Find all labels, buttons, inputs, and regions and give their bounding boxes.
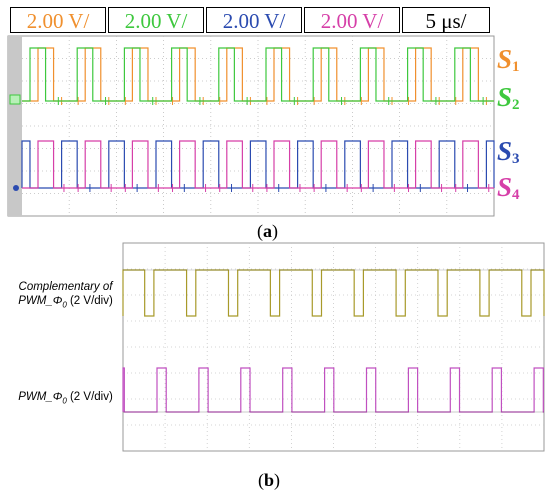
ch2-scale-label: 2.00 V/ [108,7,204,33]
s2-trace [22,47,494,102]
panel-a-traces [21,47,495,192]
complementary-pwm-trace [122,269,545,317]
s4-label: S4 [497,172,520,203]
ch3-ground-marker [13,185,19,191]
ch2-ground-marker [9,94,21,105]
s2-label: S2 [497,82,520,113]
ch1-scale-label: 2.00 V/ [10,7,106,33]
panel-b-grid [123,243,544,451]
panel-a-caption: (a) [257,221,278,241]
panel-a-left-strip [8,36,22,216]
s3-label: S3 [497,136,520,167]
panel-b-caption: (b) [258,470,281,490]
pwm-label: PWM_Φ0 (2 V/div) [18,391,113,406]
ch3-scale-label: 2.00 V/ [206,7,302,33]
complementary-pwm-label: Complementary of PWM_Φ0 (2 V/div) [18,281,113,310]
s4-trace [22,140,494,189]
time-scale-label: 5 μs/ [402,7,490,33]
panel-b-traces [122,269,545,413]
panel-a-grid [22,36,494,216]
s1-label: S1 [497,44,520,75]
ch4-scale-label: 2.00 V/ [304,7,400,33]
